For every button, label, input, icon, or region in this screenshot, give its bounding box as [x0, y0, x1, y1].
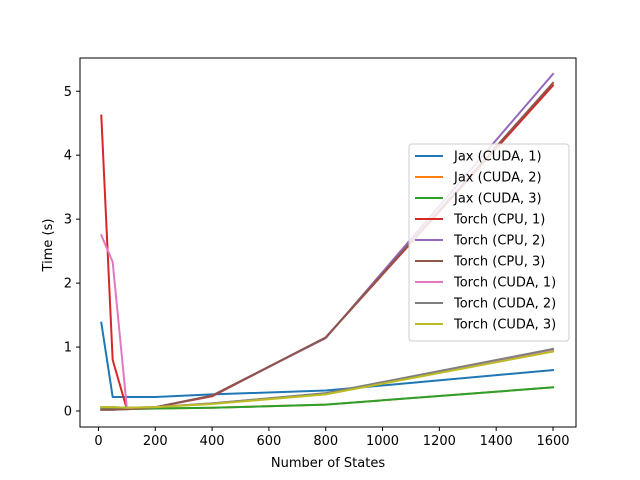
- legend-box: [408, 143, 570, 342]
- legend-label-3: Jax (CUDA, 3): [453, 192, 542, 207]
- y-tick-label: 1: [64, 341, 72, 356]
- y-axis-label: Time (s): [41, 219, 56, 273]
- legend-label-6: Torch (CPU, 3): [453, 255, 545, 270]
- legend-label-7: Torch (CUDA, 1): [453, 276, 556, 291]
- y-tick-label: 2: [64, 277, 72, 292]
- x-tick-label: 400: [200, 434, 225, 449]
- x-tick-label: 1000: [366, 434, 399, 449]
- legend-label-4: Torch (CPU, 1): [453, 213, 545, 228]
- y-tick-label: 3: [64, 213, 72, 228]
- x-tick-label: 600: [256, 434, 281, 449]
- series-line-1: [100, 321, 555, 398]
- plot-lines: [99, 72, 555, 411]
- series-line-9: [100, 350, 555, 409]
- legend-label-2: Jax (CUDA, 2): [453, 171, 542, 186]
- plot-frame: [79, 57, 577, 428]
- y-tick-label: 0: [64, 405, 72, 420]
- y-tick-label: 5: [64, 85, 72, 100]
- x-tick-label: 800: [313, 434, 338, 449]
- x-tick-label: 1400: [480, 434, 513, 449]
- x-tick-label: 1200: [423, 434, 456, 449]
- x-tick-label: 200: [143, 434, 168, 449]
- x-tick-label: 0: [94, 434, 102, 449]
- y-tick-label: 4: [64, 149, 72, 164]
- x-tick-label: 1600: [536, 434, 569, 449]
- x-axis-label: Number of States: [271, 456, 385, 471]
- axes: 0 200 400 600 800 1000 1200 1400 1600 0 1 2 3 4 5: [64, 57, 577, 449]
- legend-label-9: Torch (CUDA, 3): [453, 318, 556, 333]
- legend-label-5: Torch (CPU, 2): [453, 234, 545, 249]
- legend: Jax (CUDA, 1) Jax (CUDA, 2) Jax (CUDA, 3) T…: [408, 143, 570, 342]
- legend-label-1: Jax (CUDA, 1): [453, 150, 542, 165]
- legend-label-8: Torch (CUDA, 2): [453, 297, 556, 312]
